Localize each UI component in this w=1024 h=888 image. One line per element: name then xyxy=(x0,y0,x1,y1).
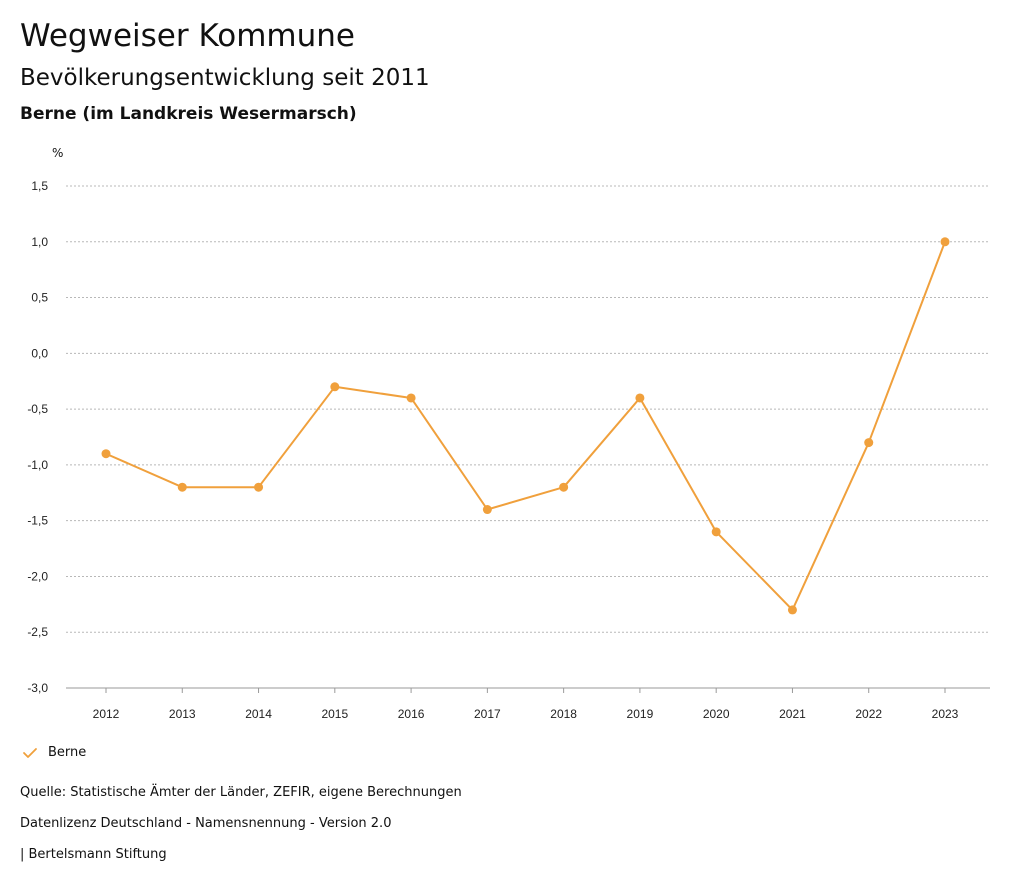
data-point[interactable] xyxy=(864,438,874,448)
x-tick-label: 2023 xyxy=(932,707,959,721)
y-tick-label: 0,5 xyxy=(31,291,48,305)
y-axis-unit: % xyxy=(52,146,64,160)
data-point[interactable] xyxy=(559,482,569,492)
y-tick-label: -2,0 xyxy=(27,569,48,583)
x-tick-label: 2019 xyxy=(627,707,654,721)
data-point[interactable] xyxy=(177,482,187,492)
y-tick-label: 1,0 xyxy=(31,235,48,249)
x-tick-label: 2015 xyxy=(321,707,348,721)
y-axis-ticks: 1,5 1,0 0,5 0,0 -0,5 -1,0 -1,5 -2,0 -2,5 -3,0 xyxy=(27,179,48,695)
chart-title: Wegweiser Kommune xyxy=(20,18,355,54)
x-tick-label: 2018 xyxy=(550,707,577,721)
chart-subtitle: Bevölkerungsentwicklung seit 2011 xyxy=(20,65,430,91)
data-point[interactable] xyxy=(787,605,797,615)
region-label: Berne (im Landkreis Wesermarsch) xyxy=(20,104,357,124)
data-point[interactable] xyxy=(406,393,416,403)
y-tick-label: -0,5 xyxy=(27,402,48,416)
line-chart: 1,5 1,0 0,5 0,0 -0,5 -1,0 -1,5 -2,0 -2,5 -3,0 201… xyxy=(27,179,990,721)
x-tick-label: 2012 xyxy=(93,707,120,721)
y-tick-label: -1,0 xyxy=(27,458,48,472)
x-tick-label: 2021 xyxy=(779,707,806,721)
data-point[interactable] xyxy=(330,382,340,392)
data-point[interactable] xyxy=(482,505,492,515)
y-tick-label: 1,5 xyxy=(31,179,48,193)
y-tick-label: -1,5 xyxy=(27,514,48,528)
y-tick-label: -3,0 xyxy=(27,681,48,695)
data-point[interactable] xyxy=(940,237,950,247)
data-point[interactable] xyxy=(254,482,264,492)
license-note: Datenlizenz Deutschland - Namensnennung … xyxy=(20,816,392,831)
series-line xyxy=(105,241,946,611)
source-note: Quelle: Statistische Ämter der Länder, Z… xyxy=(20,785,462,800)
legend-label: Berne xyxy=(48,745,87,760)
data-point[interactable] xyxy=(101,449,111,459)
x-tick-label: 2013 xyxy=(169,707,196,721)
data-point[interactable] xyxy=(711,527,721,537)
data-point[interactable] xyxy=(635,393,645,403)
y-tick-label: -2,5 xyxy=(27,625,48,639)
x-tick-label: 2020 xyxy=(703,707,730,721)
x-tick-label: 2017 xyxy=(474,707,501,721)
x-tick-label: 2014 xyxy=(245,707,272,721)
publisher-note: | Bertelsmann Stiftung xyxy=(20,847,167,862)
y-tick-label: 0,0 xyxy=(31,346,48,360)
series-berne xyxy=(101,237,950,615)
check-icon xyxy=(23,747,37,758)
x-tick-label: 2022 xyxy=(855,707,882,721)
grid-lines xyxy=(66,185,990,689)
legend-item-berne[interactable]: Berne xyxy=(22,745,86,760)
x-axis-ticks: 2012 2013 2014 2015 2016 2017 2018 2019 2020 2021… xyxy=(93,688,959,721)
x-tick-label: 2016 xyxy=(398,707,425,721)
